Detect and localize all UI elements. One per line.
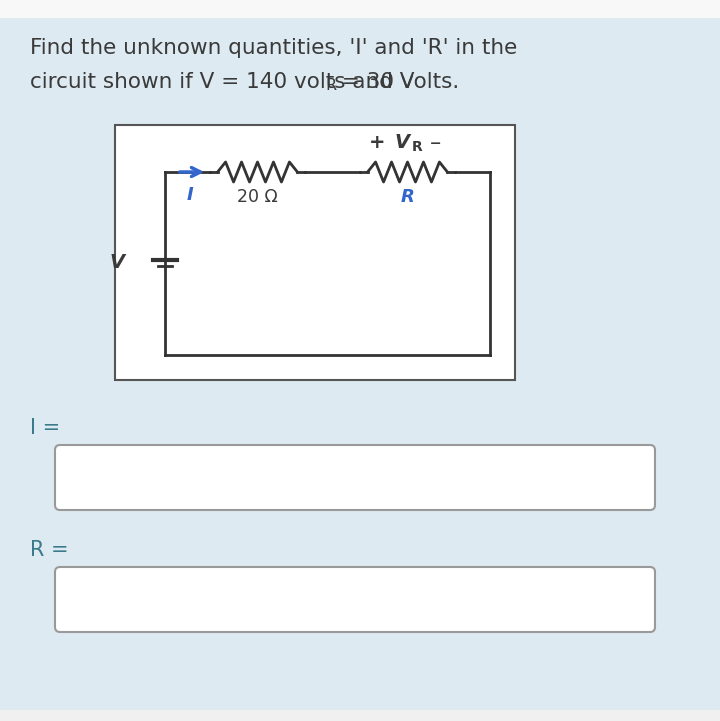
Text: +: + — [369, 133, 386, 153]
FancyBboxPatch shape — [55, 445, 655, 510]
FancyBboxPatch shape — [0, 0, 720, 18]
Text: 20 Ω: 20 Ω — [237, 188, 278, 206]
Text: R: R — [400, 188, 415, 206]
Text: R: R — [412, 140, 423, 154]
Text: –: – — [430, 133, 441, 153]
Text: V: V — [395, 133, 410, 151]
Text: R =: R = — [30, 540, 68, 560]
FancyBboxPatch shape — [55, 567, 655, 632]
Text: Find the unknown quantities, 'I' and 'R' in the: Find the unknown quantities, 'I' and 'R'… — [30, 38, 517, 58]
FancyBboxPatch shape — [0, 710, 720, 721]
Text: circuit shown if V = 140 volts and V: circuit shown if V = 140 volts and V — [30, 72, 415, 92]
Text: I: I — [187, 186, 194, 204]
Text: R: R — [325, 78, 336, 93]
Text: = 30 volts.: = 30 volts. — [336, 72, 459, 92]
Text: V: V — [110, 254, 125, 273]
FancyBboxPatch shape — [115, 125, 515, 380]
Text: I =: I = — [30, 418, 60, 438]
